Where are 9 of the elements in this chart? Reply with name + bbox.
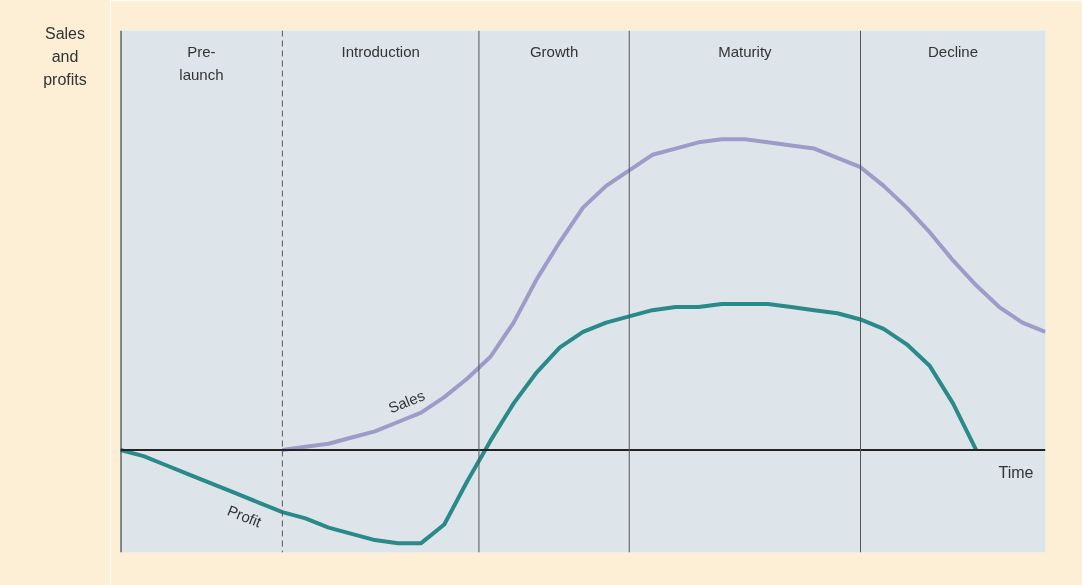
text: Growth xyxy=(529,42,579,60)
x-axis-title: Time xyxy=(998,463,1034,481)
text: Maturity xyxy=(718,42,773,60)
text: Decline xyxy=(927,42,979,60)
text: Profit xyxy=(225,501,265,531)
text: Introduction xyxy=(341,42,420,60)
text: Pre-launch xyxy=(179,42,224,84)
y-axis-title: Sales and profits xyxy=(43,24,87,91)
text: Sales xyxy=(385,386,427,417)
